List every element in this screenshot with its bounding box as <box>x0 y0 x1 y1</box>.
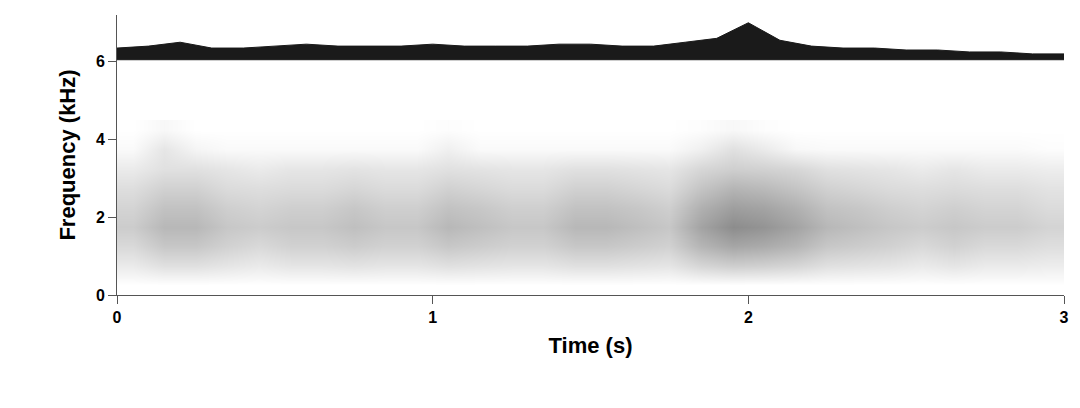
svg-text:1: 1 <box>428 309 437 326</box>
svg-text:Time (s): Time (s) <box>549 333 633 358</box>
svg-text:0: 0 <box>96 287 105 304</box>
svg-text:6: 6 <box>96 53 105 70</box>
svg-text:0: 0 <box>113 309 122 326</box>
svg-text:2: 2 <box>744 309 753 326</box>
svg-text:4: 4 <box>96 131 105 148</box>
svg-text:3: 3 <box>1060 309 1069 326</box>
svg-text:2: 2 <box>96 209 105 226</box>
svg-text:Frequency (kHz): Frequency (kHz) <box>55 69 80 240</box>
